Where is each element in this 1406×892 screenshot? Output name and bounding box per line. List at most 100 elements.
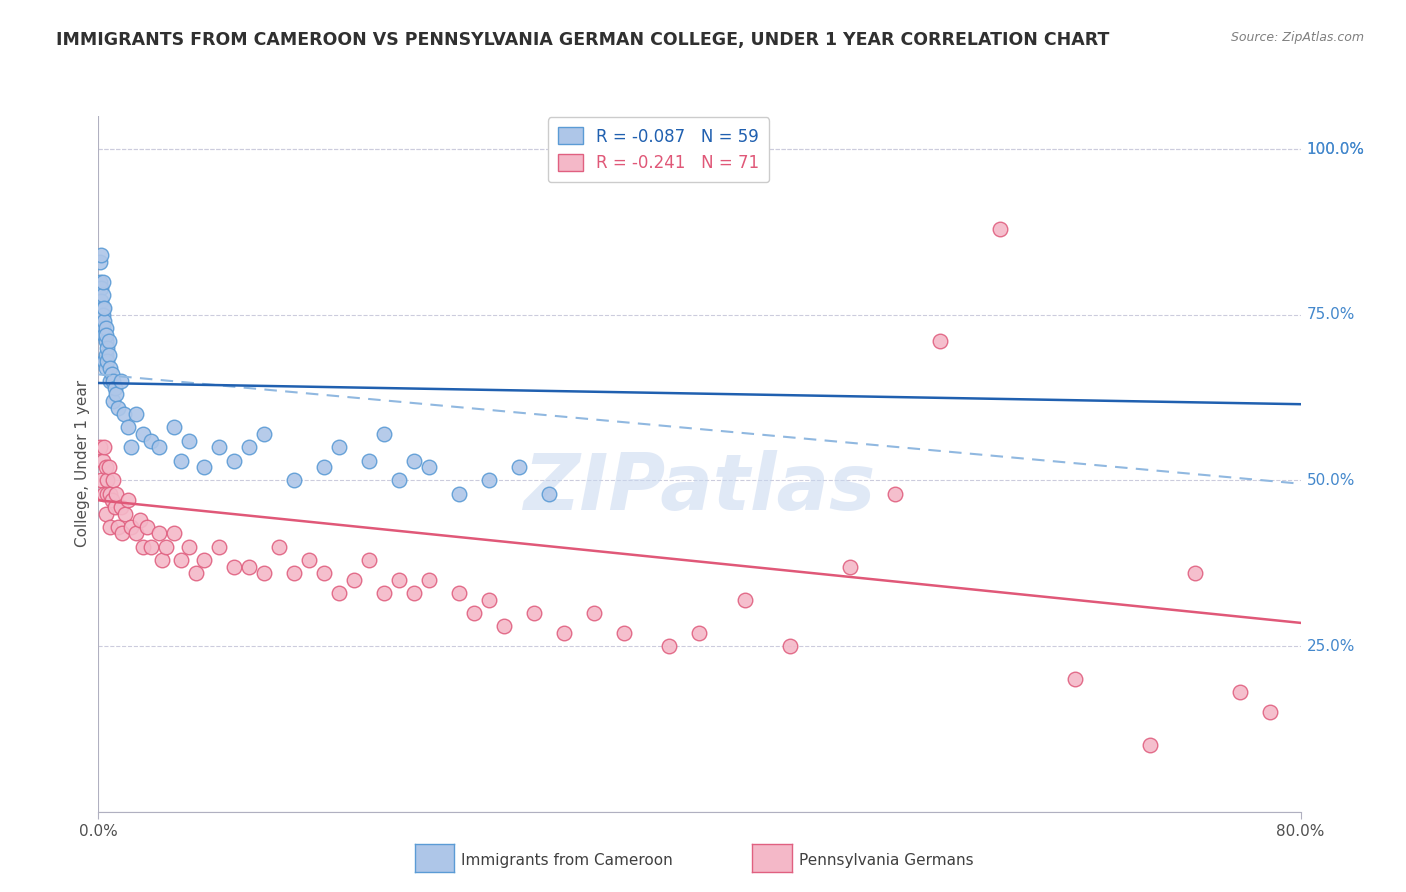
Point	[100, 520, 122, 534]
Point	[94, 507, 117, 521]
Point	[328, 440, 350, 454]
Point	[111, 526, 134, 541]
Point	[94, 360, 117, 375]
Point	[110, 500, 132, 514]
Point	[1064, 672, 1087, 686]
Text: 50.0%: 50.0%	[1306, 473, 1355, 488]
Point	[613, 625, 636, 640]
Point	[238, 559, 260, 574]
Point	[101, 368, 124, 382]
Point	[114, 507, 136, 521]
Point	[238, 440, 260, 454]
Point	[93, 301, 115, 315]
Point	[283, 566, 305, 581]
Point	[125, 407, 148, 421]
Point	[91, 288, 114, 302]
Point	[222, 453, 245, 467]
Legend: R = -0.087   N = 59, R = -0.241   N = 71: R = -0.087 N = 59, R = -0.241 N = 71	[548, 118, 769, 182]
Point	[94, 321, 117, 335]
Point	[779, 639, 801, 653]
Point	[373, 427, 395, 442]
Point	[89, 440, 111, 454]
Point	[135, 520, 157, 534]
Point	[184, 566, 207, 581]
Point	[170, 553, 193, 567]
Point	[129, 513, 152, 527]
Point	[90, 294, 112, 309]
Point	[132, 540, 155, 554]
Point	[343, 573, 366, 587]
Point	[97, 347, 120, 361]
Point	[883, 486, 905, 500]
Point	[105, 486, 128, 500]
Point	[148, 440, 170, 454]
Point	[553, 625, 575, 640]
Point	[93, 354, 115, 368]
Point	[89, 254, 111, 268]
Point	[388, 573, 411, 587]
Point	[357, 553, 380, 567]
Point	[132, 427, 155, 442]
Point	[538, 486, 561, 500]
Point	[93, 440, 115, 454]
Point	[117, 420, 139, 434]
Point	[734, 592, 756, 607]
Point	[105, 387, 128, 401]
Point	[328, 586, 350, 600]
Point	[373, 586, 395, 600]
Point	[688, 625, 710, 640]
Point	[96, 354, 118, 368]
Point	[312, 566, 335, 581]
Point	[447, 586, 470, 600]
Point	[253, 427, 276, 442]
Point	[193, 553, 215, 567]
Point	[253, 566, 276, 581]
Point	[94, 334, 117, 349]
Point	[162, 420, 184, 434]
Point	[125, 526, 148, 541]
Point	[357, 453, 380, 467]
Point	[91, 301, 114, 315]
Point	[523, 606, 546, 620]
Point	[139, 540, 162, 554]
Point	[91, 453, 114, 467]
Point	[494, 619, 516, 633]
Point	[222, 559, 245, 574]
Point	[91, 275, 114, 289]
Point	[388, 474, 411, 488]
Y-axis label: College, Under 1 year: College, Under 1 year	[75, 380, 90, 548]
Text: IMMIGRANTS FROM CAMEROON VS PENNSYLVANIA GERMAN COLLEGE, UNDER 1 YEAR CORRELATIO: IMMIGRANTS FROM CAMEROON VS PENNSYLVANIA…	[56, 31, 1109, 49]
Point	[90, 248, 112, 262]
Point	[658, 639, 681, 653]
Point	[1184, 566, 1206, 581]
Point	[101, 493, 124, 508]
Point	[988, 221, 1011, 235]
Point	[103, 374, 125, 388]
Point	[1229, 685, 1251, 699]
Point	[508, 460, 530, 475]
Text: Source: ZipAtlas.com: Source: ZipAtlas.com	[1230, 31, 1364, 45]
Point	[208, 540, 231, 554]
Point	[478, 592, 501, 607]
Text: ZIPatlas: ZIPatlas	[523, 450, 876, 526]
Point	[100, 486, 122, 500]
Point	[89, 275, 111, 289]
Point	[177, 434, 200, 448]
Point	[418, 573, 440, 587]
Point	[94, 347, 117, 361]
Point	[104, 500, 127, 514]
Point	[447, 486, 470, 500]
Point	[107, 520, 129, 534]
Point	[139, 434, 162, 448]
Point	[93, 314, 115, 328]
Point	[96, 486, 118, 500]
Text: 100.0%: 100.0%	[1306, 142, 1365, 157]
Point	[90, 281, 112, 295]
Point	[1260, 706, 1282, 720]
Point	[1139, 739, 1161, 753]
Point	[110, 374, 132, 388]
Point	[93, 327, 115, 342]
Point	[100, 360, 122, 375]
Point	[929, 334, 952, 349]
Point	[155, 540, 177, 554]
